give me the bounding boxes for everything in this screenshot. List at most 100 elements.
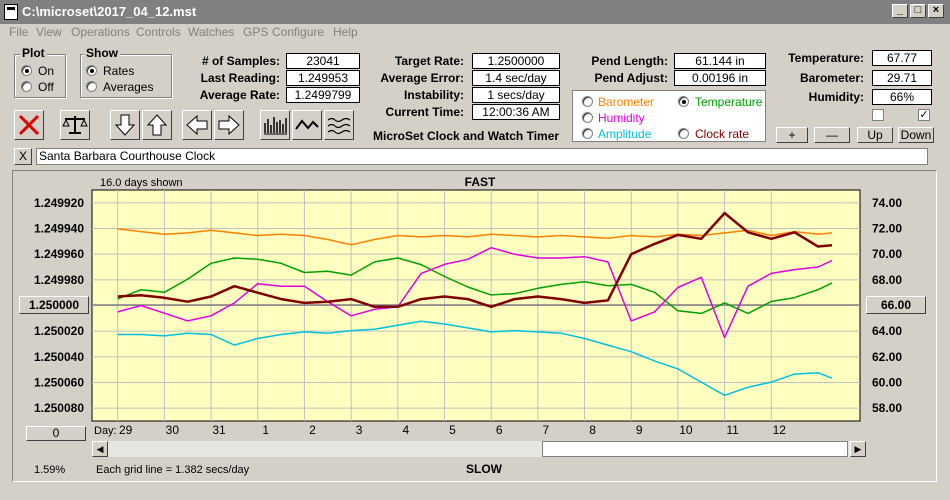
right-tick-label: 58.00	[872, 401, 902, 415]
left-tick-label: 1.249980	[34, 273, 84, 287]
plot-on-radio[interactable]	[21, 65, 32, 76]
minus-button[interactable]: —	[814, 127, 850, 143]
average-error-value: 1.4 sec/day	[472, 70, 560, 86]
right-tick-label: 74.00	[872, 196, 902, 210]
up-button[interactable]: Up	[857, 127, 893, 143]
arrow-up-icon	[146, 114, 168, 136]
down-arrow-button[interactable]	[110, 110, 140, 140]
balance-button[interactable]	[60, 110, 90, 140]
menu-controls[interactable]: Controls	[136, 25, 181, 39]
down-button[interactable]: Down	[898, 127, 934, 143]
x-tick-label: 31	[212, 423, 226, 437]
maximize-button[interactable]: □	[910, 4, 926, 18]
bar-graph-icon	[264, 117, 287, 135]
x-tick-label: 3	[356, 423, 363, 437]
current-time-value: 12:00:36 AM	[472, 104, 560, 120]
bar-graph-button[interactable]	[260, 110, 290, 140]
right-axis: 74.00 72.00 70.00 68.00 64.00 62.00 60.00 58.00	[872, 196, 902, 415]
plot-off-radio[interactable]	[21, 81, 32, 92]
temperature-option: Temperature	[695, 95, 763, 109]
clear-clock-button[interactable]: X	[14, 148, 32, 165]
series-temperature	[117, 257, 833, 315]
chart-frame	[12, 170, 937, 482]
series-clock-rate	[117, 211, 833, 309]
pend-adjust-value: 0.00196 in	[674, 70, 766, 86]
menu-configure[interactable]: Configure	[272, 25, 325, 39]
left-arrow-button[interactable]	[182, 110, 212, 140]
left-tick-label: 1.249960	[34, 247, 84, 261]
left-tick-label: 1.249940	[34, 222, 84, 236]
left-center-button[interactable]: 1.250000	[19, 296, 89, 314]
barometer-radio[interactable]	[582, 96, 593, 107]
menu-watches[interactable]: Watches	[188, 25, 235, 39]
grid-note: Each grid line = 1.382 secs/day	[96, 464, 250, 476]
right-center-button[interactable]: 66.00	[866, 296, 926, 314]
x-tick-label: 12	[773, 423, 787, 437]
menu-file[interactable]: File	[9, 25, 29, 39]
x-tick-label: 11	[726, 423, 739, 437]
show-averages-radio[interactable]	[86, 81, 97, 92]
wave-graph-icon	[327, 117, 351, 135]
scroll-left-button[interactable]: ◀	[92, 441, 108, 457]
scale-icon	[62, 116, 88, 134]
menu-operations[interactable]: Operations	[71, 25, 130, 39]
stop-button[interactable]	[14, 110, 44, 140]
checkbox-2[interactable]: ✓	[918, 109, 930, 121]
plot-off-label: Off	[38, 80, 54, 94]
close-button[interactable]: ×	[928, 4, 944, 18]
pend-length-label: Pend Length:	[591, 54, 668, 68]
menu-help[interactable]: Help	[333, 25, 358, 39]
clock-name-field[interactable]: Santa Barbara Courthouse Clock	[36, 148, 928, 165]
plot-group-title: Plot	[20, 46, 47, 60]
checkbox-1[interactable]	[872, 109, 884, 121]
left-tick-label: 1.250020	[34, 324, 84, 338]
app-name: MicroSet Clock and Watch Timer	[373, 129, 560, 143]
right-tick-label: 70.00	[872, 247, 902, 261]
show-group	[80, 54, 172, 98]
minimize-button[interactable]: _	[892, 4, 908, 18]
horizontal-scrollbar[interactable]: ◀ ▶	[92, 441, 866, 457]
days-shown: 16.0 days shown	[100, 177, 183, 189]
slow-label: SLOW	[466, 462, 503, 476]
temperature-label: Temperature:	[788, 51, 864, 65]
x-tick-label: 9	[636, 423, 643, 437]
x-axis: 29 30 31 1 2 3 4 5 6 7 8 9 10 11 12	[119, 423, 786, 437]
last-reading-value: 1.249953	[286, 70, 360, 86]
x-tick-label: 7	[543, 423, 550, 437]
arrow-left-icon	[186, 114, 208, 136]
right-tick-label: 64.00	[872, 324, 902, 338]
show-rates-radio[interactable]	[86, 65, 97, 76]
left-tick-label: 1.250060	[34, 376, 84, 390]
show-group-title: Show	[84, 46, 120, 60]
line-graph-button[interactable]	[292, 110, 322, 140]
temperature-radio[interactable]	[678, 96, 689, 107]
amplitude-radio[interactable]	[582, 128, 593, 139]
show-rates-label: Rates	[103, 64, 135, 78]
wave-graph-button[interactable]	[324, 110, 354, 140]
clock-rate-radio[interactable]	[678, 128, 689, 139]
average-rate-label: Average Rate:	[199, 88, 280, 102]
scroll-right-button[interactable]: ▶	[850, 441, 866, 457]
left-axis: 1.249920 1.249940 1.249960 1.249980 1.250020…	[34, 196, 84, 415]
menu-gps[interactable]: GPS	[243, 25, 269, 39]
left-tick-label: 1.249920	[34, 196, 84, 210]
pend-length-value: 61.144 in	[674, 53, 766, 69]
scroll-thumb[interactable]	[542, 441, 848, 457]
barometer-option: Barometer	[598, 95, 655, 109]
arrow-down-icon	[114, 114, 136, 136]
gridlines	[92, 190, 860, 421]
left-tick-label: 1.250080	[34, 401, 84, 415]
series-humidity	[117, 246, 833, 339]
barometer-label: Barometer:	[799, 71, 864, 85]
average-error-label: Average Error:	[380, 71, 464, 85]
clock-rate-option: Clock rate	[695, 127, 750, 141]
humidity-radio[interactable]	[582, 112, 593, 123]
x-tick-label: 29	[119, 423, 133, 437]
pend-adjust-label: Pend Adjust:	[594, 71, 668, 85]
plus-button[interactable]: +	[776, 127, 808, 143]
right-arrow-button[interactable]	[214, 110, 244, 140]
zero-button[interactable]: 0	[26, 426, 86, 441]
up-arrow-button[interactable]	[142, 110, 172, 140]
menu-view[interactable]: View	[36, 25, 62, 39]
